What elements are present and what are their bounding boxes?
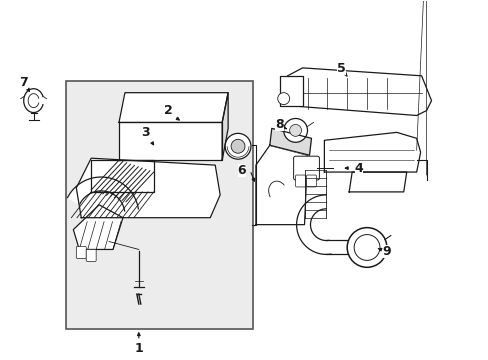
FancyBboxPatch shape: [76, 247, 86, 258]
Text: 8: 8: [275, 118, 284, 131]
Polygon shape: [76, 158, 220, 218]
Polygon shape: [269, 129, 311, 155]
Circle shape: [353, 235, 379, 260]
Polygon shape: [91, 160, 153, 192]
Polygon shape: [255, 145, 307, 225]
Polygon shape: [296, 195, 330, 255]
Polygon shape: [119, 93, 228, 122]
Polygon shape: [222, 93, 228, 160]
Text: 9: 9: [382, 245, 390, 258]
Circle shape: [277, 93, 289, 105]
Text: 1: 1: [134, 342, 143, 355]
Circle shape: [289, 125, 301, 136]
Polygon shape: [279, 76, 302, 105]
Text: 7: 7: [20, 76, 28, 89]
Text: 4: 4: [354, 162, 363, 175]
Text: 3: 3: [141, 126, 150, 139]
FancyBboxPatch shape: [306, 175, 316, 187]
FancyBboxPatch shape: [295, 175, 305, 187]
Text: 6: 6: [237, 163, 246, 176]
FancyBboxPatch shape: [293, 156, 319, 180]
Polygon shape: [287, 68, 431, 116]
Polygon shape: [73, 205, 122, 249]
FancyBboxPatch shape: [86, 249, 96, 261]
Circle shape: [231, 139, 244, 153]
Text: 2: 2: [164, 104, 173, 117]
Polygon shape: [325, 239, 353, 255]
Polygon shape: [348, 172, 406, 192]
Circle shape: [283, 118, 307, 142]
Polygon shape: [119, 122, 222, 160]
Polygon shape: [67, 177, 138, 211]
Circle shape: [224, 133, 250, 159]
Text: 5: 5: [336, 62, 345, 75]
Polygon shape: [324, 132, 420, 172]
Bar: [66, 81, 252, 329]
Circle shape: [346, 228, 386, 267]
